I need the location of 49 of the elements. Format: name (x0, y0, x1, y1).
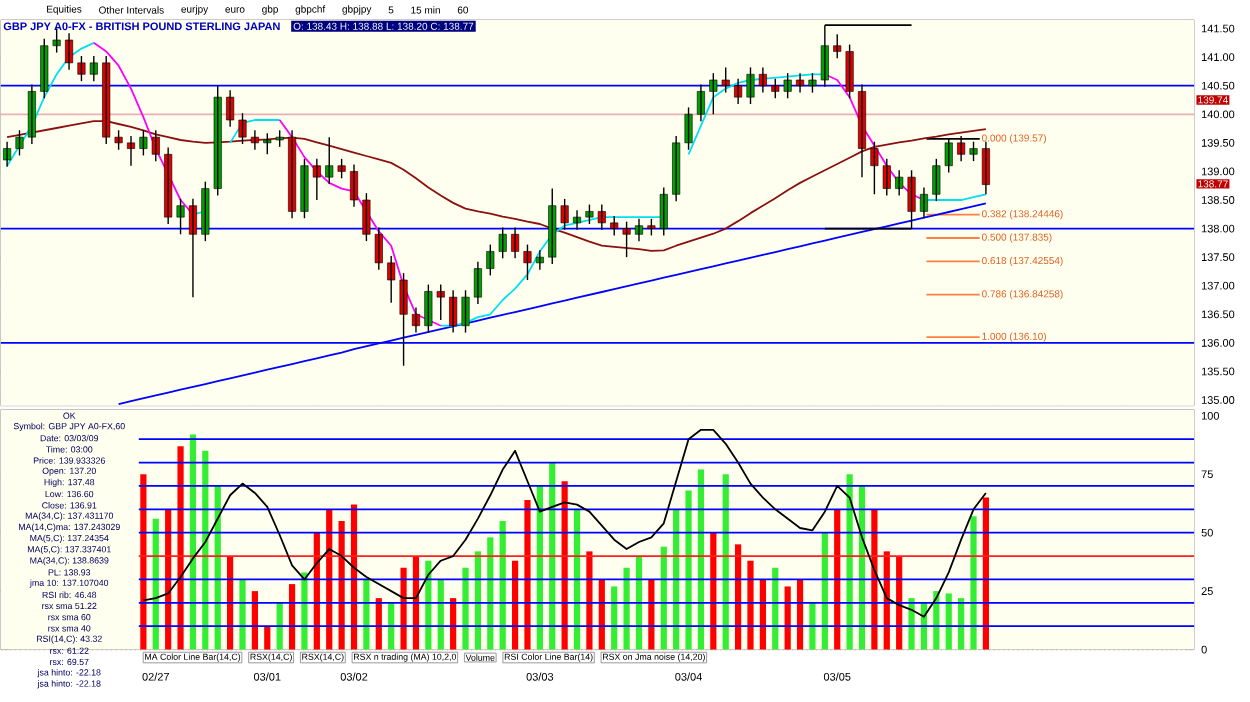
candlestick (573, 209, 582, 231)
bar (611, 586, 618, 650)
bar (796, 579, 804, 650)
bar (747, 560, 754, 650)
candlestick (746, 66, 755, 105)
bar (685, 490, 692, 650)
bar (945, 593, 952, 650)
bar (276, 603, 283, 650)
candlestick (238, 112, 247, 145)
bar (487, 537, 494, 650)
bar (772, 567, 779, 650)
bar (648, 579, 655, 650)
bar (809, 603, 816, 650)
bar (697, 469, 705, 650)
bar (759, 579, 766, 650)
bar (623, 567, 630, 650)
bar (462, 567, 469, 650)
bar (660, 546, 667, 650)
bar (710, 532, 717, 650)
bar (288, 584, 296, 650)
bar (834, 509, 841, 650)
bar (499, 521, 506, 650)
bar (227, 556, 234, 650)
bar (586, 551, 593, 650)
bar (437, 579, 444, 650)
bar (524, 500, 531, 650)
bar (388, 603, 395, 650)
candlestick (250, 129, 259, 151)
bar (735, 544, 742, 650)
bar (301, 572, 308, 650)
bar (784, 586, 791, 650)
bar (573, 509, 581, 650)
bar (264, 626, 271, 650)
bar (363, 579, 370, 650)
bar (598, 579, 605, 650)
bar (239, 579, 246, 650)
bar (673, 509, 680, 650)
bar (474, 551, 482, 650)
bar (177, 446, 184, 650)
bar (970, 516, 977, 650)
bar (450, 598, 457, 650)
candlestick (15, 129, 24, 157)
bar (821, 532, 828, 650)
bar (511, 560, 519, 650)
bar (908, 598, 915, 650)
bar (375, 598, 382, 650)
bar (635, 556, 643, 650)
bar (251, 591, 258, 650)
bar (958, 598, 965, 650)
